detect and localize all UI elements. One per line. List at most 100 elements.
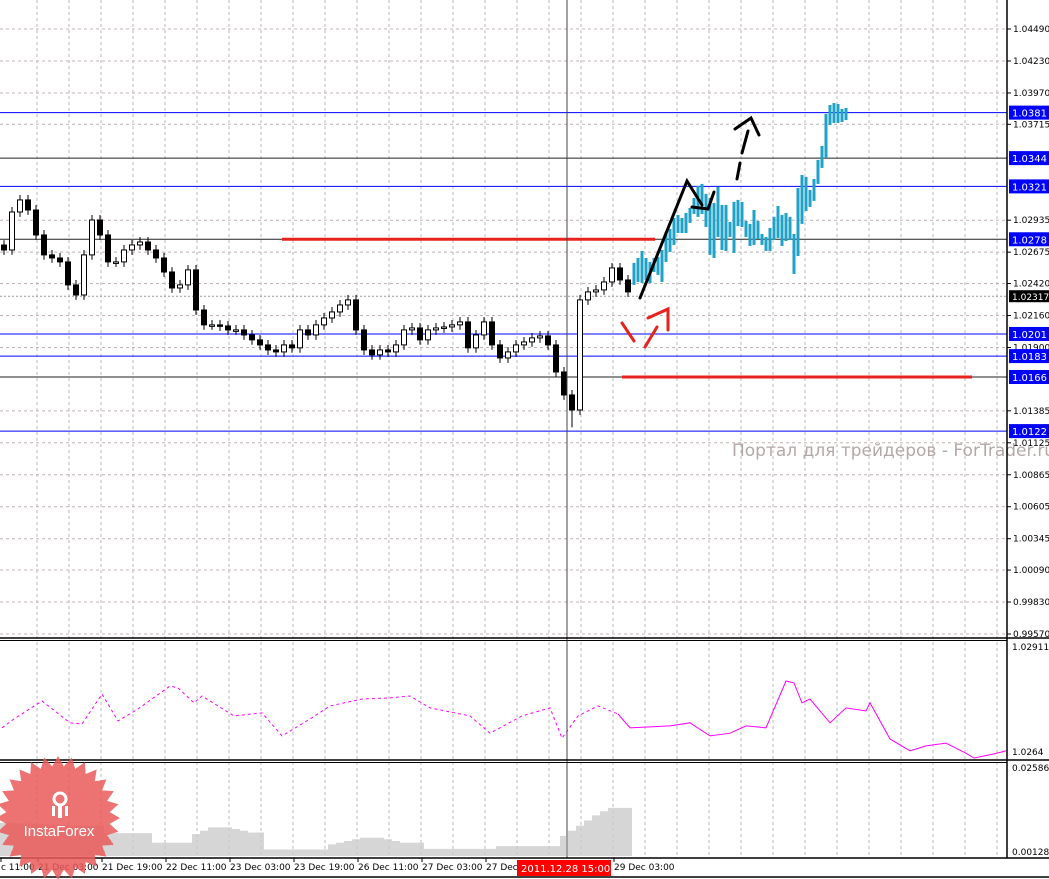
- candle-bullish: [537, 335, 543, 339]
- level-label: 1.0166: [1012, 373, 1047, 384]
- candle-bearish: [217, 324, 223, 327]
- price-tick-label: 1.02675: [1013, 248, 1049, 258]
- instaforex-logo: InstaForex: [0, 756, 120, 879]
- candle-bearish: [353, 299, 359, 331]
- candle-bullish: [409, 327, 415, 331]
- histogram-tick-label: 0.02586: [1012, 764, 1049, 774]
- forecast-bar: [708, 197, 712, 255]
- forecast-bar: [748, 223, 752, 246]
- forecast-bar: [820, 145, 824, 168]
- level-badge: [1009, 424, 1049, 439]
- candle-bearish: [497, 344, 503, 359]
- forecast-bar: [636, 257, 640, 282]
- candle-bearish: [145, 241, 151, 251]
- candle-bullish: [209, 324, 215, 327]
- time-tick-label: 21 Dec 19:00: [102, 863, 163, 873]
- candle-bearish: [169, 271, 175, 289]
- price-axis[interactable]: 1.04490 1.04230 1.03970 1.03715 1.02935 1.026…: [1007, 25, 1049, 858]
- candle-bullish: [577, 299, 583, 411]
- forecast-bar: [752, 210, 756, 245]
- candle-bearish: [201, 309, 207, 326]
- forecast-bar: [836, 104, 840, 123]
- candle-bullish: [457, 321, 463, 326]
- candle-bullish: [89, 219, 95, 256]
- candle-bullish: [441, 326, 447, 329]
- forecast-bar: [796, 187, 800, 256]
- watermark-text: Портал для трейдеров - ForTrader.ru: [732, 441, 1049, 461]
- forecast-bar: [676, 214, 680, 234]
- candle-bullish: [137, 241, 143, 246]
- forecast-bar: [808, 189, 812, 207]
- candle-bullish: [81, 254, 87, 296]
- price-tick-label: 1.01385: [1013, 407, 1049, 417]
- red-arrowhead: [646, 306, 670, 332]
- candle-bullish: [377, 349, 383, 356]
- candle-bearish: [561, 371, 567, 396]
- level-label: 1.0321: [1012, 182, 1047, 193]
- forecast-bar: [688, 207, 692, 223]
- forecast-bars: [632, 103, 848, 285]
- indicator-tick-label: 1.02911: [1012, 643, 1049, 653]
- candle-bearish: [225, 325, 231, 331]
- level-badge: [1009, 349, 1049, 364]
- forecast-bar: [824, 113, 828, 158]
- forecast-bar: [668, 228, 672, 252]
- candle-bullish: [393, 344, 399, 353]
- forecast-bar: [764, 236, 768, 251]
- candle-bullish: [129, 244, 135, 251]
- candle-bullish: [17, 199, 23, 213]
- candle-bullish: [9, 211, 15, 251]
- level-label: 1.0381: [1012, 109, 1047, 120]
- forecast-bar: [632, 262, 636, 285]
- forecast-bar: [768, 227, 772, 251]
- candle-bullish: [593, 289, 599, 293]
- candle-bullish: [121, 249, 127, 263]
- candle-bullish: [321, 317, 327, 326]
- forecast-bar: [744, 220, 748, 237]
- level-label: 1.0278: [1012, 235, 1047, 246]
- candle-bullish: [113, 261, 119, 264]
- histogram-tick-label: 0.00128: [1012, 848, 1049, 858]
- price-tick-label: 1.00605: [1013, 503, 1049, 513]
- black-dash-1: [735, 161, 742, 181]
- time-tick-label: 22 Dec 11:00: [166, 863, 227, 873]
- level-badge: [1009, 105, 1049, 120]
- price-tick-label: 0.99570: [1013, 630, 1049, 640]
- candle-bearish: [257, 339, 263, 346]
- indicator-pane: [1, 680, 1007, 759]
- candle-bearish: [465, 321, 471, 349]
- forecast-bar: [772, 216, 776, 240]
- price-tick-label: 1.00090: [1013, 566, 1049, 576]
- candle-bearish: [1, 244, 7, 251]
- level-label: 1.0183: [1012, 352, 1047, 363]
- candle-bearish: [97, 219, 103, 236]
- forecast-bar: [840, 108, 844, 122]
- drawn-annotations: [620, 115, 761, 349]
- forecast-bar: [816, 159, 820, 184]
- level-label: 1.0344: [1012, 154, 1047, 165]
- forecast-bar: [720, 204, 724, 250]
- candle-bearish: [57, 257, 63, 263]
- level-label: 1.0122: [1012, 427, 1047, 438]
- candle-bearish: [361, 329, 367, 351]
- candle-bullish: [609, 267, 615, 283]
- price-tick-label: 1.01125: [1013, 439, 1049, 449]
- candle-bearish: [265, 344, 271, 351]
- time-tick-label: 29 Dec 03:00: [614, 863, 675, 873]
- candle-bullish: [345, 299, 351, 306]
- candle-bullish: [401, 329, 407, 346]
- forecast-bar: [776, 205, 780, 238]
- candle-bullish: [521, 341, 527, 346]
- indicator-line-dashed: [1, 685, 619, 740]
- level-lines: [0, 112, 1007, 432]
- candle-bullish: [281, 344, 287, 353]
- price-tick-label: 1.03715: [1013, 120, 1049, 130]
- forecast-bar: [832, 103, 836, 123]
- black-arrowhead: [733, 115, 761, 137]
- candle-bearish: [33, 209, 39, 236]
- forecast-bar: [724, 204, 728, 251]
- black-dash-2: [740, 129, 750, 155]
- candle-bullish: [601, 281, 607, 291]
